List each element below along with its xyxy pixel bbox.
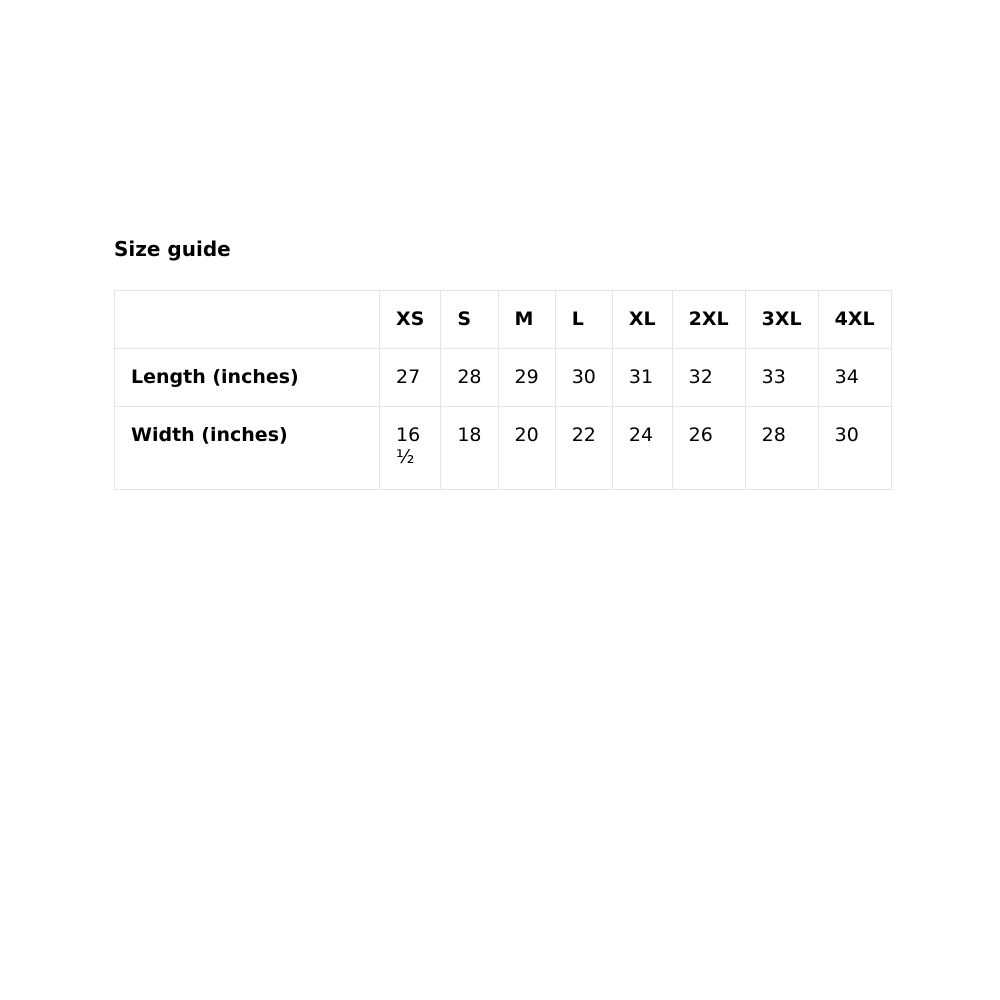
size-value-cell: 30 xyxy=(554,348,613,407)
header-row: XS S M L XL 2XL 3XL 4XL xyxy=(114,290,892,349)
size-value-cell: 33 xyxy=(744,348,819,407)
header-size-s: S xyxy=(440,290,499,349)
row-label: Width (inches) xyxy=(114,406,380,490)
row-label: Length (inches) xyxy=(114,348,380,407)
header-size-3xl: 3XL xyxy=(744,290,819,349)
size-value-cell: 16 ½ xyxy=(378,406,442,490)
size-value-cell: 18 xyxy=(440,406,499,490)
size-value-cell: 28 xyxy=(744,406,819,490)
header-empty-cell xyxy=(114,290,380,349)
size-value-cell: 26 xyxy=(671,406,746,490)
header-size-xs: XS xyxy=(378,290,442,349)
header-size-xl: XL xyxy=(611,290,673,349)
size-value-cell: 24 xyxy=(611,406,673,490)
header-size-l: L xyxy=(554,290,613,349)
header-size-4xl: 4XL xyxy=(817,290,892,349)
size-value-cell: 31 xyxy=(611,348,673,407)
table-row: Width (inches) 16 ½ 18 20 22 24 26 28 30 xyxy=(114,406,892,490)
size-value-cell: 32 xyxy=(671,348,746,407)
size-value-cell: 29 xyxy=(497,348,556,407)
size-value-cell: 20 xyxy=(497,406,556,490)
size-value-cell: 22 xyxy=(554,406,613,490)
size-value-cell: 27 xyxy=(378,348,442,407)
size-value-cell: 30 xyxy=(817,406,892,490)
page-title: Size guide xyxy=(114,237,231,261)
size-table: XS S M L XL 2XL 3XL 4XL Length (inches) 27 28 29 30… xyxy=(114,290,892,490)
header-size-m: M xyxy=(497,290,556,349)
size-value-cell: 28 xyxy=(440,348,499,407)
size-value-cell: 34 xyxy=(817,348,892,407)
table-row: Length (inches) 27 28 29 30 31 32 33 34 xyxy=(114,348,892,407)
header-size-2xl: 2XL xyxy=(671,290,746,349)
